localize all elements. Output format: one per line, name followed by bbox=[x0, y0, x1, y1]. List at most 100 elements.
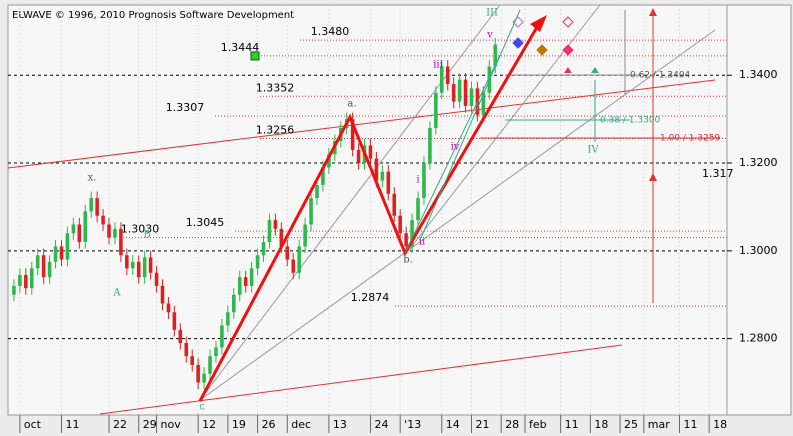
candle-body bbox=[71, 224, 76, 234]
target-marker bbox=[512, 16, 524, 28]
level-label: 1.2874 bbox=[351, 291, 390, 304]
candle-body bbox=[457, 79, 462, 102]
marker bbox=[250, 51, 260, 61]
candle-body bbox=[77, 224, 82, 243]
x-tick-label: 12 bbox=[202, 418, 216, 431]
x-tick-label: 26 bbox=[262, 418, 276, 431]
x-tick-label: 21 bbox=[475, 418, 489, 431]
candle-body bbox=[469, 88, 474, 106]
channel-line bbox=[199, 4, 501, 401]
candle-body bbox=[297, 246, 301, 273]
candle-body bbox=[18, 274, 22, 286]
y-tick-label: 1.3200 bbox=[739, 156, 778, 169]
plot: oct 11 22 29 nov 12 19 26 dec 13 24 '13 14 21 28 feb 11 1… bbox=[7, 4, 778, 433]
x-tick-label: 13 bbox=[333, 418, 347, 431]
candle-body bbox=[303, 224, 307, 247]
level-label: 1.3030 bbox=[121, 223, 160, 236]
fib-label: 0.38 / 1.3300 bbox=[600, 116, 661, 126]
x-tick-label: feb bbox=[529, 418, 547, 431]
candle-body bbox=[434, 92, 438, 128]
candle-body bbox=[309, 198, 313, 225]
arrow-head bbox=[649, 173, 657, 181]
candle-body bbox=[374, 158, 379, 181]
x-tick-label: 18 bbox=[594, 418, 608, 431]
candle-body bbox=[386, 171, 391, 194]
wave-label: c bbox=[199, 402, 205, 413]
candle-body bbox=[368, 145, 373, 159]
candle-body bbox=[255, 255, 260, 269]
candle-body bbox=[35, 255, 40, 269]
candle-body bbox=[59, 246, 64, 260]
wave-label: a. bbox=[347, 99, 356, 110]
wave-label: IV bbox=[587, 145, 599, 156]
wave-label: III bbox=[486, 8, 498, 19]
x-tick-label: oct bbox=[24, 418, 42, 431]
level-label: 1.3480 bbox=[311, 25, 350, 38]
candle-body bbox=[273, 220, 278, 229]
candle-body bbox=[249, 268, 254, 286]
candle-body bbox=[89, 198, 93, 212]
candle-body bbox=[428, 127, 432, 164]
candle-body bbox=[451, 84, 456, 102]
x-tick-label: 19 bbox=[232, 418, 246, 431]
wave-label: x. bbox=[88, 173, 97, 184]
x-tick-label: 11 bbox=[565, 418, 579, 431]
candle-body bbox=[291, 259, 296, 273]
candle-body bbox=[53, 246, 58, 262]
channel-line bbox=[7, 79, 716, 169]
candle-body bbox=[237, 277, 242, 295]
fib-label: 1.00 / 1.3259 bbox=[660, 134, 721, 144]
candle-body bbox=[95, 198, 99, 216]
y-tick-label: 1.3000 bbox=[739, 244, 778, 257]
candle-body bbox=[41, 255, 46, 278]
candle-body bbox=[196, 364, 200, 383]
candle-body bbox=[125, 255, 129, 269]
candle-body bbox=[142, 257, 147, 278]
candle-body bbox=[47, 261, 52, 278]
candle-body bbox=[321, 167, 325, 185]
candle-body bbox=[285, 246, 290, 260]
level-label: 1.3352 bbox=[256, 81, 295, 94]
candle-body bbox=[267, 220, 272, 243]
candle-body bbox=[416, 198, 420, 221]
x-tick-label: mar bbox=[648, 418, 670, 431]
y-tick-label: 1.2800 bbox=[739, 332, 778, 345]
wave-line bbox=[198, 21, 542, 402]
candle-body bbox=[226, 312, 230, 326]
level-label: 1.3444 bbox=[221, 41, 260, 54]
candle-body bbox=[410, 220, 414, 247]
candle-body bbox=[12, 285, 16, 295]
candle-body bbox=[380, 171, 385, 181]
candle-body bbox=[148, 257, 153, 273]
level-label: 1.3307 bbox=[166, 101, 205, 114]
target-marker bbox=[536, 44, 548, 56]
wave-label: i bbox=[416, 175, 419, 186]
x-tick-label: 14 bbox=[446, 418, 460, 431]
x-tick-label: 11 bbox=[65, 418, 79, 431]
x-tick-label: '13 bbox=[404, 418, 421, 431]
candle-body bbox=[107, 224, 111, 238]
channel-line bbox=[199, 29, 716, 401]
wave-label: ii bbox=[419, 237, 425, 248]
candle-body bbox=[315, 184, 319, 199]
candle-body bbox=[190, 356, 194, 365]
candle-body bbox=[243, 277, 248, 286]
wave-label: b. bbox=[403, 255, 413, 266]
candle-body bbox=[220, 325, 224, 348]
y-axis-area bbox=[726, 4, 792, 416]
target-marker bbox=[564, 67, 572, 73]
wave-label: B bbox=[143, 230, 150, 241]
x-tick-label: nov bbox=[161, 418, 182, 431]
level-label: 1.3256 bbox=[256, 123, 295, 136]
candle-body bbox=[119, 228, 123, 256]
x-tick-label: 25 bbox=[624, 418, 638, 431]
candle-body bbox=[439, 66, 444, 93]
candle-body bbox=[178, 329, 183, 344]
channel-line bbox=[99, 344, 623, 415]
candle-body bbox=[445, 66, 450, 85]
wave-label: A bbox=[112, 288, 121, 299]
candle-body bbox=[392, 193, 397, 216]
candle-body bbox=[24, 274, 28, 289]
candle-body bbox=[481, 92, 486, 115]
